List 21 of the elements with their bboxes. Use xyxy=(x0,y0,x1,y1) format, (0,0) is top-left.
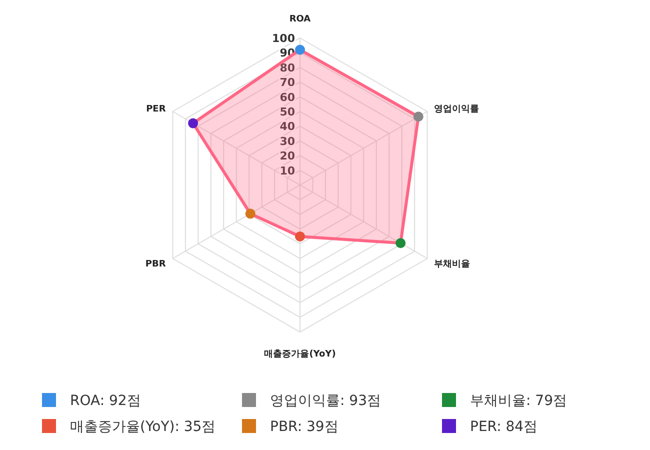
text: 영업이익률: 93점 xyxy=(270,393,381,409)
text: PER: 84점 xyxy=(470,419,538,435)
spoke-label: 매출증가율(YoY) xyxy=(264,348,336,360)
y-tick-label: 50 xyxy=(280,106,296,118)
y-tick-label: 20 xyxy=(280,150,296,163)
text: ROA: 92점 xyxy=(70,393,141,409)
spoke-label: 영업이익률 xyxy=(434,104,480,114)
y-tick-label: 100 xyxy=(272,32,296,45)
spoke-label: ROA xyxy=(289,14,311,24)
y-tick-label: 10 xyxy=(280,164,296,178)
y-tick-label: 70 xyxy=(280,76,296,90)
y-tick-label: 30 xyxy=(280,134,296,148)
y-tick-label: 80 xyxy=(280,61,296,74)
text: 매출증가율(YoY): 35점 xyxy=(70,419,216,435)
spoke-label: PER xyxy=(146,104,166,114)
text: 부채비율: 79점 xyxy=(470,393,567,409)
y-tick-label: 60 xyxy=(280,90,296,104)
y-tick-label: 40 xyxy=(280,120,296,134)
spoke-label: PBR xyxy=(145,260,166,270)
text: PBR: 39점 xyxy=(270,419,338,435)
spoke-label: 부채비율 xyxy=(434,260,470,270)
